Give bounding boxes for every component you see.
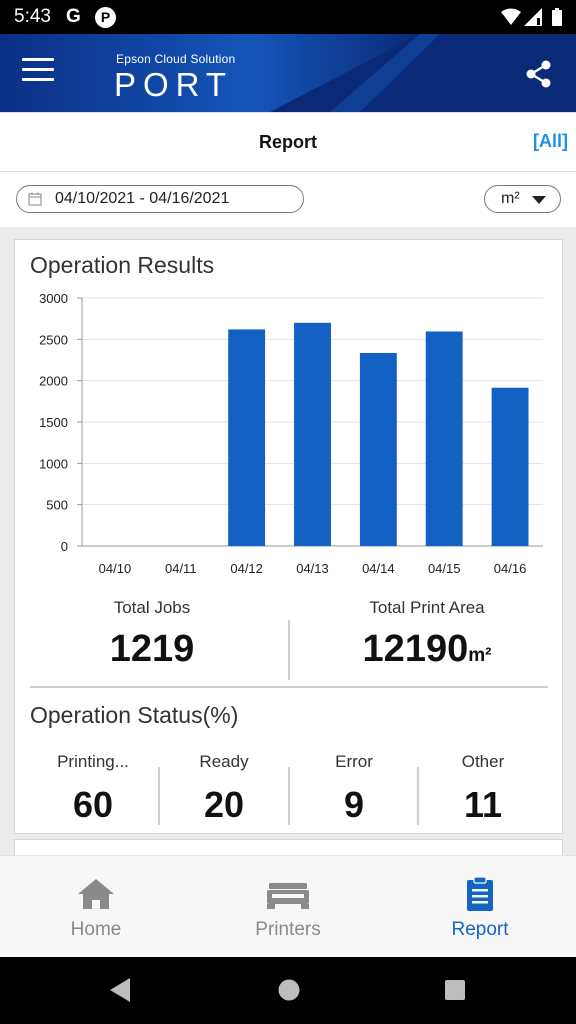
status-value: 60 <box>72 784 114 825</box>
nav-printers[interactable]: Printers <box>192 856 384 958</box>
bar <box>359 352 397 546</box>
bar <box>294 322 331 546</box>
printer-icon <box>267 883 309 909</box>
status-ready: Ready 20 <box>159 752 289 826</box>
report-content[interactable]: Operation Results 0 500 1000 1500 2000 2500 30… <box>0 227 576 855</box>
back-icon[interactable] <box>108 977 132 1003</box>
notification-app-icon: P <box>95 7 116 28</box>
section-divider <box>30 686 548 688</box>
recents-icon[interactable] <box>443 977 467 1003</box>
operation-status-title: Operation Status(%) <box>30 702 239 728</box>
next-card <box>14 839 563 855</box>
status-divider <box>158 767 160 825</box>
total-jobs: Total Jobs 1219 <box>15 596 289 696</box>
all-printers-link[interactable]: [All] <box>533 131 568 151</box>
total-print-area-label: Total Print Area <box>369 598 485 617</box>
x-tick-label: 04/16 <box>494 561 527 576</box>
status-error: Error 9 <box>289 752 419 826</box>
total-print-area-unit: m² <box>468 645 492 666</box>
status-printing: Printing... 60 <box>28 752 158 826</box>
y-tick-label: 0 <box>61 539 68 554</box>
bar <box>425 331 463 546</box>
status-bar: 5:43 G P <box>0 0 576 34</box>
y-tick-label: 1000 <box>39 456 68 471</box>
operation-results-chart: 0 500 1000 1500 2000 2500 3000 04/10 04/11 04/12 0… <box>39 291 543 576</box>
x-tick-label: 04/15 <box>428 561 461 576</box>
system-indicators-icon <box>501 8 562 26</box>
app-header: Epson Cloud Solution PORT <box>0 34 576 112</box>
bar <box>491 387 529 546</box>
bottom-navigation: Home Printers Report <box>0 855 576 957</box>
total-print-area-value: 12190m² <box>290 628 564 671</box>
clipboard-icon <box>467 876 493 911</box>
date-range-text: 04/10/2021 - 04/16/2021 <box>55 190 230 207</box>
google-icon: G <box>66 6 81 27</box>
y-tick-label: 1500 <box>39 415 68 430</box>
y-tick-label: 3000 <box>39 291 68 306</box>
status-label: Printing... <box>57 752 129 771</box>
unit-dropdown[interactable]: m² <box>484 185 561 213</box>
bar <box>228 329 266 546</box>
home-circle-icon[interactable] <box>277 977 301 1003</box>
totals-divider <box>288 620 290 680</box>
totals-section: Total Jobs 1219 Total Print Area 12190m² <box>15 596 564 696</box>
operation-status-section: Printing... 60 Ready 20 Error 9 Other 11 <box>15 752 564 832</box>
header-swoosh <box>0 34 440 112</box>
status-value: 20 <box>203 784 245 825</box>
status-label: Error <box>335 752 373 771</box>
status-label: Ready <box>199 752 249 771</box>
page-title: Report <box>259 132 317 152</box>
share-icon[interactable] <box>526 60 552 88</box>
filter-row: 04/10/2021 - 04/16/2021 m² <box>0 173 576 227</box>
x-tick-label: 04/10 <box>99 561 132 576</box>
status-divider <box>417 767 419 825</box>
y-tick-label: 2000 <box>39 374 68 389</box>
operation-card: Operation Results 0 500 1000 1500 2000 2500 30… <box>14 239 563 834</box>
status-label: Other <box>461 752 505 771</box>
x-tick-label: 04/12 <box>230 561 263 576</box>
calendar-icon <box>28 192 42 206</box>
total-jobs-value: 1219 <box>109 628 195 670</box>
system-navigation-bar <box>0 957 576 1024</box>
nav-report[interactable]: Report <box>384 856 576 958</box>
y-tick-label: 500 <box>46 498 68 513</box>
report-title-bar: Report [All] <box>0 112 576 172</box>
clock: 5:43 <box>14 6 51 27</box>
nav-label: Printers <box>255 919 321 940</box>
date-range-selector[interactable]: 04/10/2021 - 04/16/2021 <box>16 185 304 213</box>
operation-results-title: Operation Results <box>30 252 215 278</box>
brand-subtitle: Epson Cloud Solution <box>116 52 236 66</box>
total-print-area: Total Print Area 12190m² <box>290 596 564 696</box>
x-tick-label: 04/11 <box>165 561 197 576</box>
brand-logo: PORT <box>114 66 234 103</box>
status-value: 11 <box>463 784 503 825</box>
y-tick-label: 2500 <box>39 332 68 347</box>
unit-value: m² <box>501 190 520 207</box>
nav-label: Home <box>70 919 122 940</box>
status-value: 9 <box>343 784 365 825</box>
nav-home[interactable]: Home <box>0 856 192 958</box>
status-other: Other 11 <box>418 752 548 826</box>
total-print-area-number: 12190 <box>362 628 469 670</box>
x-tick-label: 04/14 <box>362 561 395 576</box>
status-divider <box>288 767 290 825</box>
home-icon <box>78 879 114 909</box>
x-tick-label: 04/13 <box>296 561 329 576</box>
total-jobs-label: Total Jobs <box>113 598 191 617</box>
chevron-down-icon <box>532 196 546 204</box>
nav-label: Report <box>451 919 509 940</box>
menu-icon[interactable] <box>22 58 54 88</box>
